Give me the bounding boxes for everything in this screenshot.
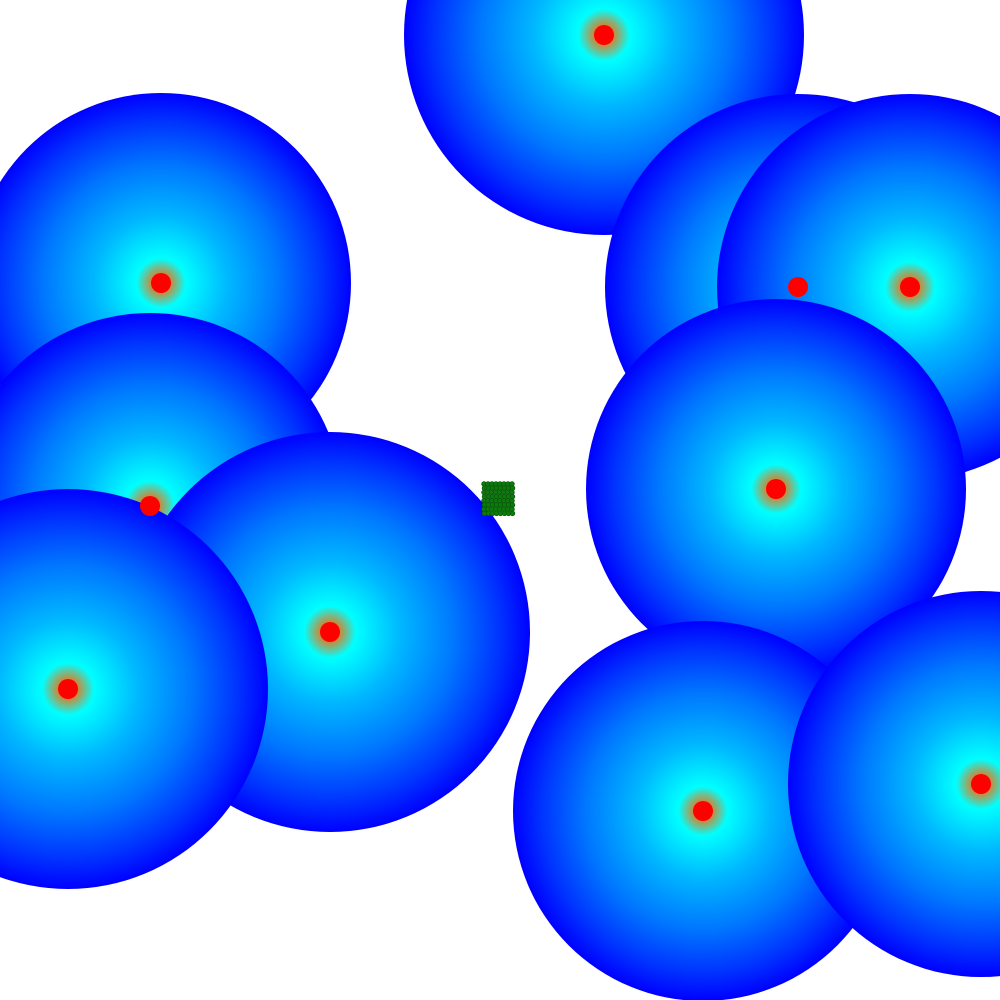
source-point xyxy=(788,277,808,297)
source-point xyxy=(766,479,786,499)
source-point xyxy=(693,801,713,821)
source-point xyxy=(151,273,171,293)
swarm-agent xyxy=(509,510,516,517)
source-point xyxy=(971,774,991,794)
source-point xyxy=(900,277,920,297)
source-point xyxy=(140,496,160,516)
source-point xyxy=(594,25,614,45)
source-point xyxy=(320,622,340,642)
field-halo xyxy=(788,591,1000,977)
source-point xyxy=(58,679,78,699)
agent-swarm xyxy=(481,481,516,517)
field-halo xyxy=(0,489,268,889)
source-points xyxy=(58,25,991,821)
